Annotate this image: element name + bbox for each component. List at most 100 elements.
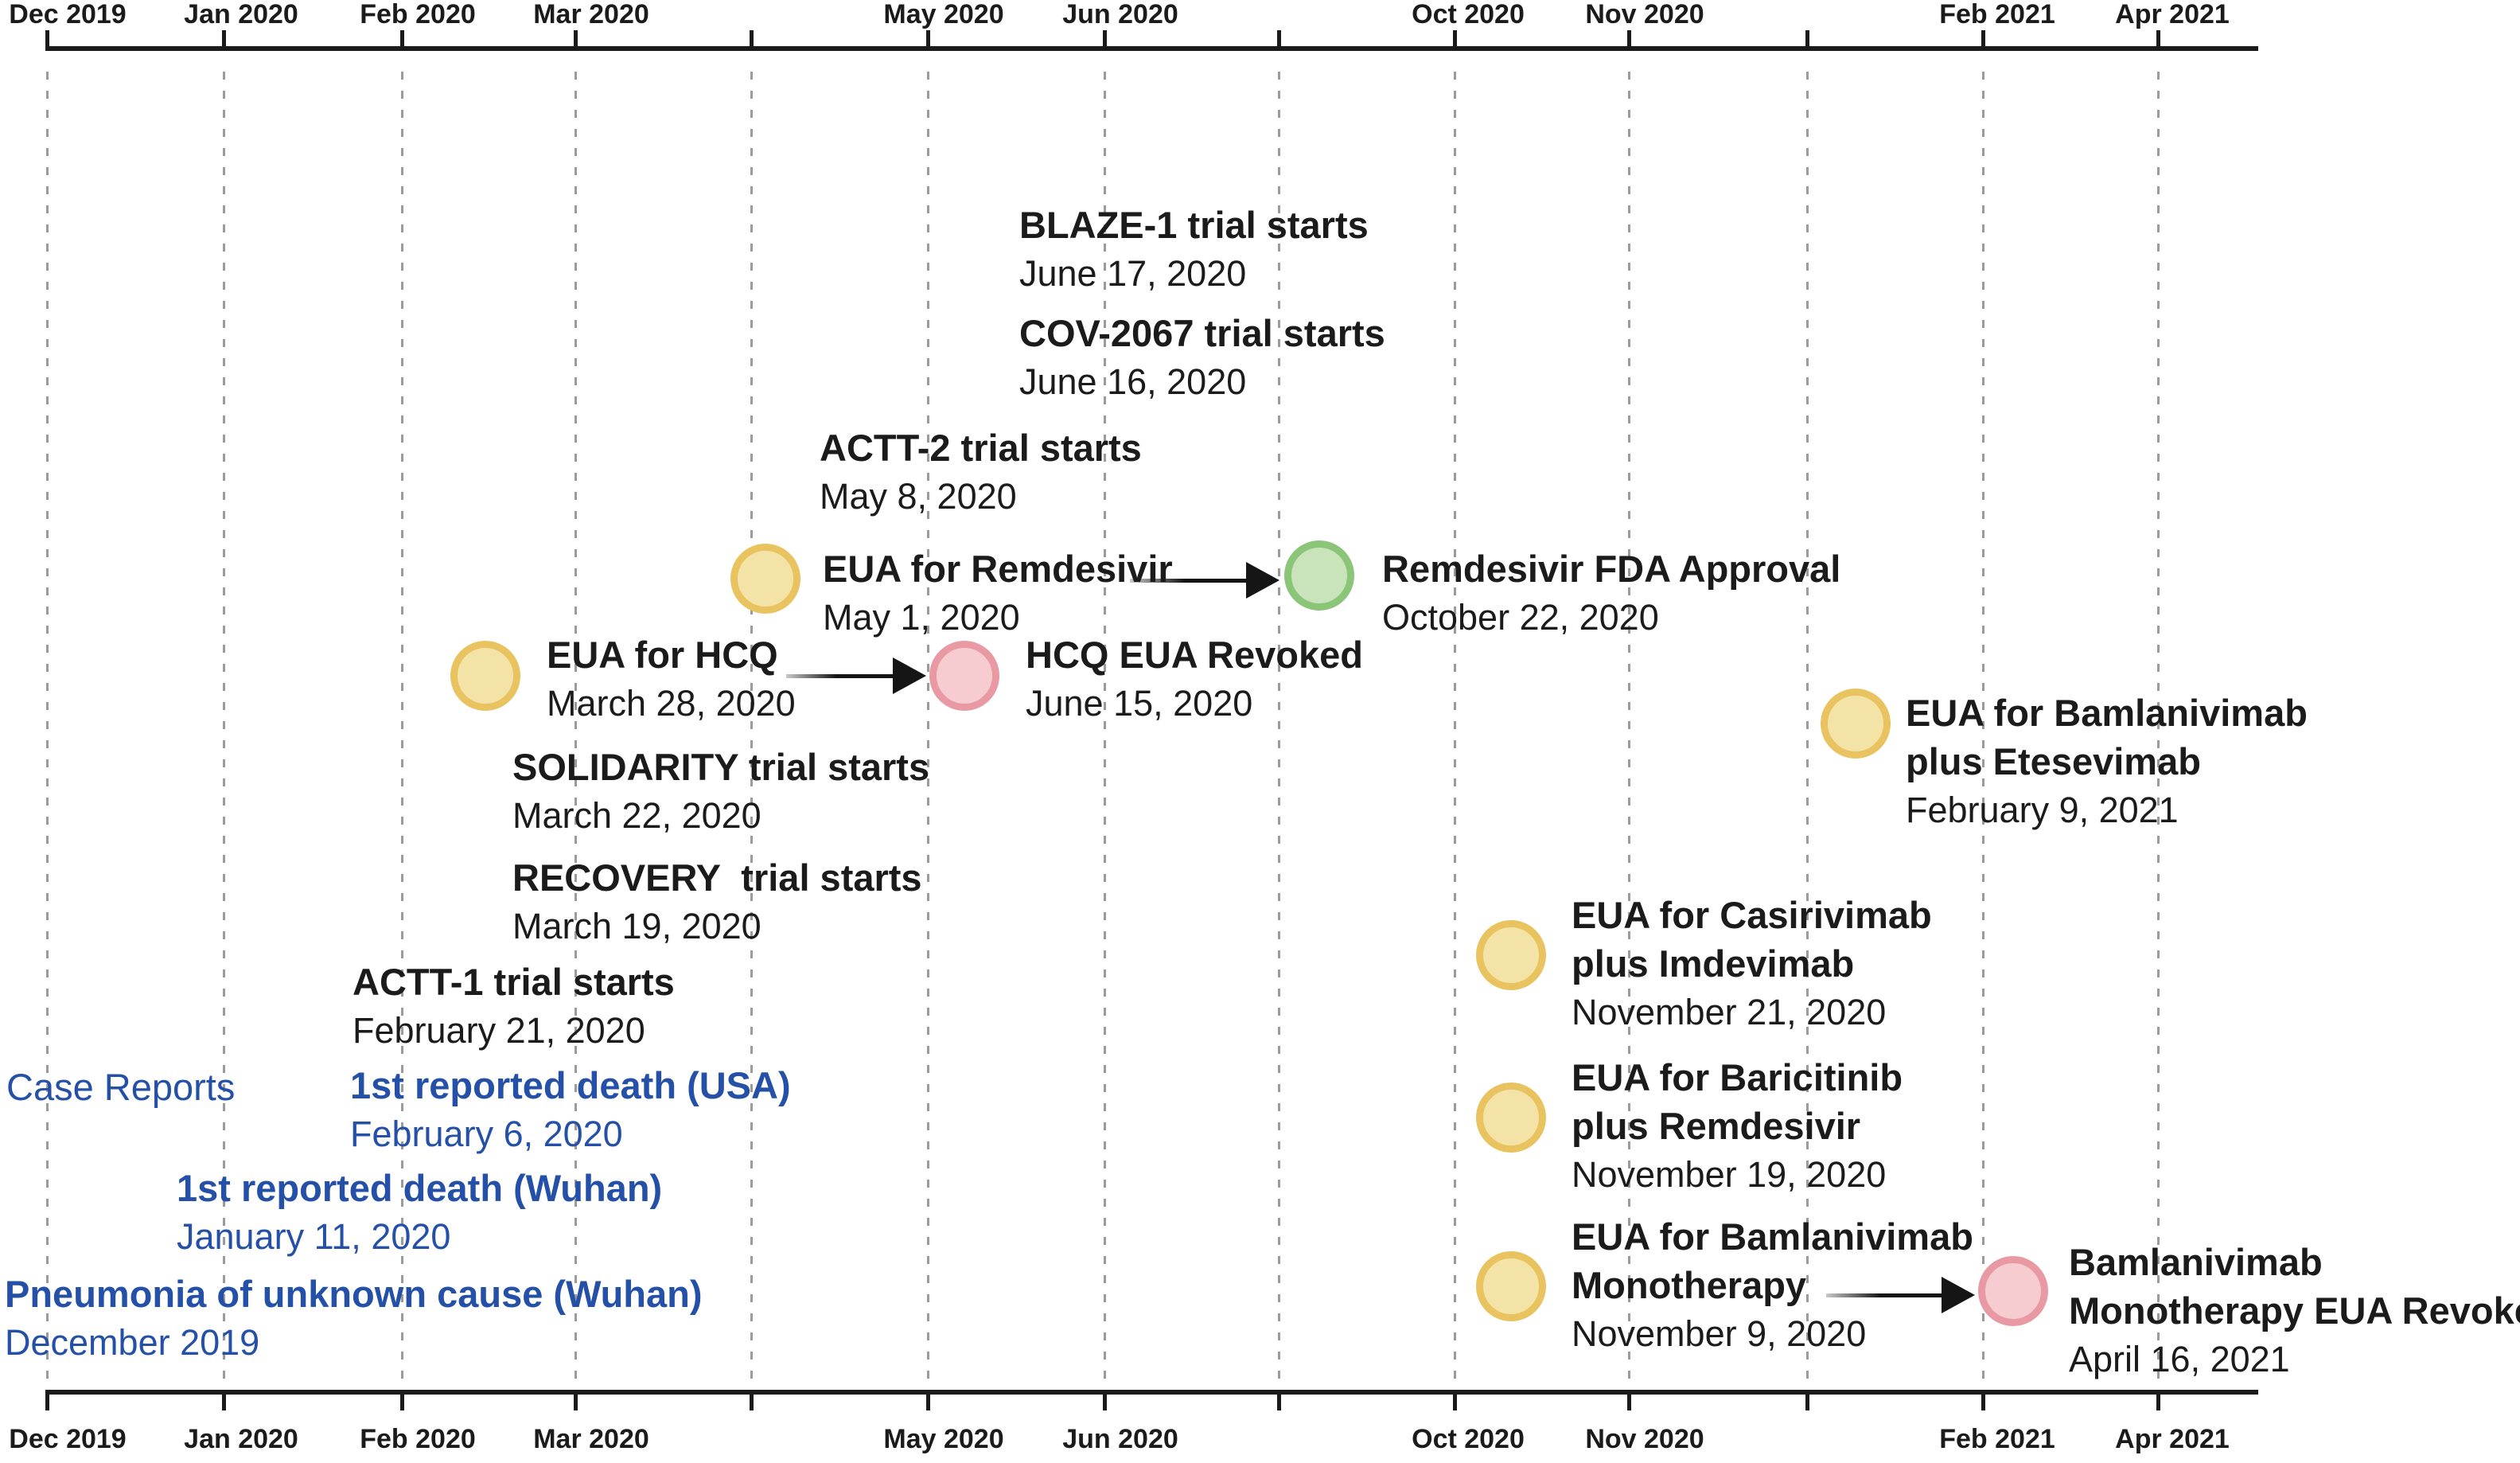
event-title-line: BLAZE-1 trial starts (1019, 204, 1369, 246)
event-eua-hcq: EUA for HCQ March 28, 2020 (547, 630, 796, 728)
event-title-line: EUA for Casirivimab (1572, 894, 1932, 936)
axis-tick (1453, 30, 1457, 46)
event-date: May 1, 2020 (823, 597, 1020, 638)
axis-month-label: Nov 2020 (1585, 1424, 1704, 1454)
month-gridline (927, 72, 929, 1380)
axis-tick (574, 30, 578, 46)
axis-tick (400, 1395, 404, 1410)
axis-line (45, 46, 2258, 51)
event-date: January 11, 2020 (177, 1216, 451, 1257)
event-title-line: 1st reported death (Wuhan) (177, 1167, 663, 1209)
event-recovery-trial: RECOVERY trial starts March 19, 2020 (512, 853, 922, 950)
axis-tick (1277, 30, 1281, 46)
event-cov2067-trial: COV-2067 trial starts June 16, 2020 (1019, 309, 1385, 406)
axis-tick (222, 30, 226, 46)
axis-month-label: Feb 2020 (360, 1424, 476, 1454)
event-eua-bam-ete: EUA for Bamlanivimab plus Etesevimab Febru… (1906, 689, 2308, 834)
arrow-eua-to-fda-approval (1130, 579, 1251, 583)
event-bam-mono-revoked: Bamlanivimab Monotherapy EUA Revoked April… (2069, 1238, 2520, 1383)
axis-month-label: May 2020 (883, 0, 1004, 29)
event-eua-bar-rem: EUA for Baricitinib plus Remdesivir Novemb… (1572, 1053, 1903, 1199)
axis-tick (222, 1395, 226, 1410)
axis-month-label: Feb 2021 (1939, 1424, 2055, 1454)
event-date: March 22, 2020 (512, 795, 761, 836)
event-title-line: plus Remdesivir (1572, 1105, 1861, 1147)
event-title-line: COV-2067 trial starts (1019, 312, 1385, 354)
arrow-bam-mono-to-revoked-head (1942, 1277, 1975, 1313)
event-date: February 21, 2020 (352, 1010, 645, 1051)
bam-mono-revoked-marker (1978, 1256, 2048, 1326)
axis-month-label: Feb 2020 (360, 0, 476, 29)
remdesivir-fda-marker (1284, 540, 1354, 611)
axis-tick (750, 1395, 754, 1410)
event-eua-cas-imd: EUA for Casirivimab plus Imdevimab Novembe… (1572, 891, 1932, 1036)
month-gridline (574, 72, 577, 1380)
event-title-line: EUA for Bamlanivimab (1572, 1215, 1973, 1258)
axis-month-label: Apr 2021 (2115, 0, 2230, 29)
axis-month-label: Feb 2021 (1939, 0, 2055, 29)
month-gridline (1628, 72, 1630, 1380)
event-title-line: ACTT-1 trial starts (352, 961, 675, 1003)
axis-month-label: Jun 2020 (1062, 1424, 1178, 1454)
axis-month-label: Dec 2019 (9, 0, 127, 29)
axis-tick (1981, 1395, 1985, 1410)
axis-tick (1103, 1395, 1107, 1410)
arrow-hcq-to-revoked-head (893, 657, 926, 694)
axis-month-label: Dec 2019 (9, 1424, 127, 1454)
event-title-line: Remdesivir FDA Approval (1382, 548, 1841, 590)
event-date: June 15, 2020 (1026, 683, 1253, 724)
axis-month-label: Mar 2020 (533, 1424, 649, 1454)
axis-month-label: May 2020 (883, 1424, 1004, 1454)
axis-month-label: Mar 2020 (533, 0, 649, 29)
event-date: June 16, 2020 (1019, 361, 1247, 402)
eua-bam-mono-marker (1476, 1251, 1546, 1321)
event-blaze1-trial: BLAZE-1 trial starts June 17, 2020 (1019, 201, 1369, 298)
axis-month-label: Oct 2020 (1412, 1424, 1525, 1454)
event-title-line: Pneumonia of unknown cause (Wuhan) (5, 1273, 703, 1315)
event-title-line: plus Imdevimab (1572, 942, 1855, 985)
month-gridline (1104, 72, 1106, 1380)
axis-tick (926, 1395, 930, 1410)
month-gridline (46, 72, 49, 1380)
axis-tick (2156, 30, 2160, 46)
eua-hcq-marker (450, 641, 520, 711)
eua-cas-imd-marker (1476, 920, 1546, 990)
event-date: December 2019 (5, 1322, 260, 1363)
event-title-line: EUA for Bamlanivimab (1906, 692, 2308, 734)
eua-bar-rem-marker (1476, 1083, 1546, 1153)
event-date: February 6, 2020 (350, 1114, 623, 1154)
axis-tick (1805, 30, 1809, 46)
event-date: October 22, 2020 (1382, 597, 1659, 638)
month-gridline (750, 72, 753, 1380)
arrow-bam-mono-to-revoked (1826, 1293, 1946, 1297)
event-date: November 19, 2020 (1572, 1154, 1887, 1195)
axis-month-label: Jan 2020 (184, 0, 298, 29)
event-title-line: EUA for Remdesivir (823, 548, 1173, 590)
eua-bam-ete-marker (1821, 689, 1891, 759)
month-gridline (1278, 72, 1280, 1380)
axis-tick (2156, 1395, 2160, 1410)
axis-tick (400, 30, 404, 46)
axis-month-label: Jun 2020 (1062, 0, 1178, 29)
event-solidarity-trial: SOLIDARITY trial starts March 22, 2020 (512, 743, 929, 840)
axis-month-label: Oct 2020 (1412, 0, 1525, 29)
month-gridline (1982, 72, 1984, 1380)
event-date: June 17, 2020 (1019, 253, 1247, 294)
event-title-line: EUA for HCQ (547, 634, 778, 676)
event-date: March 28, 2020 (547, 683, 796, 724)
axis-month-label: Jan 2020 (184, 1424, 298, 1454)
event-title-line: Monotherapy EUA Revoked (2069, 1289, 2520, 1332)
axis-month-label: Nov 2020 (1585, 0, 1704, 29)
event-title-line: Bamlanivimab (2069, 1241, 2323, 1283)
event-hcq-revoked: HCQ EUA Revoked June 15, 2020 (1026, 630, 1363, 728)
event-title-line: plus Etesevimab (1906, 740, 2201, 782)
event-title-line: EUA for Baricitinib (1572, 1056, 1903, 1098)
event-title-line: RECOVERY trial starts (512, 856, 922, 899)
event-date: November 21, 2020 (1572, 992, 1887, 1032)
axis-tick (574, 1395, 578, 1410)
axis-tick (750, 30, 754, 46)
axis-line (45, 1390, 2258, 1395)
event-case-reports: Case Reports (6, 1063, 235, 1111)
event-date: February 9, 2021 (1906, 790, 2179, 830)
